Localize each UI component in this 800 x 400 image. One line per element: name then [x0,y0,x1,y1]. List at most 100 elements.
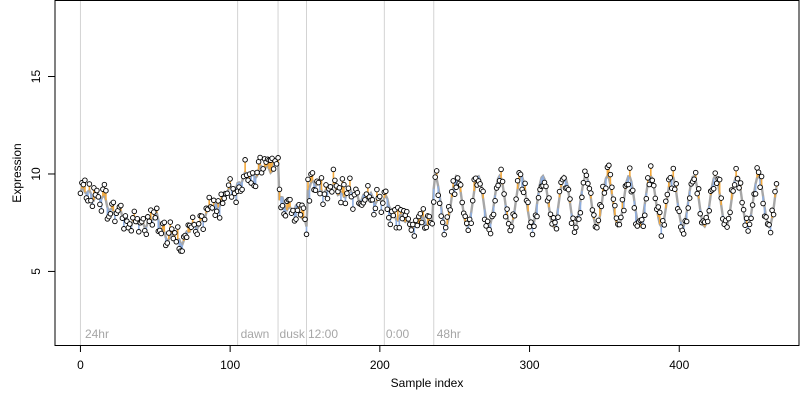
data-point [511,213,518,219]
data-point [447,207,453,213]
annotation-label: dawn [241,327,270,341]
data-point [149,222,156,228]
data-point [627,165,633,171]
data-point [219,200,226,207]
x-tick-label: 0 [77,358,84,372]
data-point [640,223,647,230]
data-point [490,211,497,218]
data-point [535,194,542,201]
data-point [213,208,220,215]
data-point [170,235,177,242]
data-point [112,218,118,225]
data-point [330,166,337,173]
data-point [396,224,403,231]
data-point [390,212,397,219]
data-point [529,231,536,238]
data-point [294,207,301,214]
data-point [742,222,748,228]
data-point [270,166,277,172]
data-point [752,191,759,197]
data-point [224,190,230,197]
data-point [739,199,745,206]
data-point [118,202,124,209]
data-point [619,196,626,203]
data-point [465,227,471,234]
data-point [645,175,651,181]
data-point [423,224,430,231]
data-point [151,209,157,215]
data-point [571,229,578,235]
data-point [648,163,654,169]
data-point [198,213,205,219]
data-point [670,165,677,172]
data-point [164,240,171,246]
data-point [152,215,159,221]
data-point [189,214,196,221]
x-axis-title: Sample index [391,376,464,390]
data-point [154,205,160,212]
data-point [275,155,281,161]
data-point [321,191,328,197]
data-point [613,215,620,221]
data-point [273,161,280,167]
data-point [591,212,597,218]
data-point [601,190,608,196]
data-point [658,233,665,239]
data-point [276,186,283,193]
data-point [408,227,415,233]
data-point [502,213,509,220]
data-point [233,199,239,206]
data-point [249,170,256,176]
data-point [453,184,459,191]
data-point [282,213,289,219]
data-point [451,191,458,197]
data-point [480,188,486,195]
data-point [341,181,347,188]
data-point [436,200,443,207]
data-point [305,176,311,183]
data-point [77,190,84,197]
x-axis: 0 100 200 300 400 [77,345,690,372]
data-point [712,170,718,176]
data-point [672,186,678,192]
data-point [568,220,575,226]
data-point [293,216,299,222]
data-point [553,226,560,232]
data-point [383,188,389,195]
data-point [426,213,432,220]
data-point [740,206,747,213]
data-point [378,209,385,215]
data-point [173,239,180,245]
data-point [616,221,623,228]
data-point [166,230,172,236]
data-point [686,195,693,201]
data-point [410,221,416,228]
data-point [94,187,100,194]
data-point [221,195,227,202]
data-point [772,188,778,195]
y-axis: 5 10 15 [29,70,56,275]
data-point [570,215,576,221]
data-point [194,231,200,237]
x-tick-label: 200 [370,358,390,372]
data-point [195,221,202,227]
data-point [210,197,217,204]
data-point [169,226,175,232]
data-point [763,214,769,220]
data-point [579,194,585,201]
data-point [239,186,245,193]
data-point [95,194,102,200]
annotation-label: 48hr [437,327,461,341]
data-point [663,198,669,204]
data-point [724,224,730,230]
data-point [586,185,593,192]
data-point [312,187,319,194]
data-point [552,219,558,226]
data-point [404,208,410,215]
data-point [534,213,540,220]
data-point [89,203,96,210]
data-point [347,175,353,181]
data-point [344,190,350,196]
data-point [146,218,153,225]
data-point [773,181,780,187]
